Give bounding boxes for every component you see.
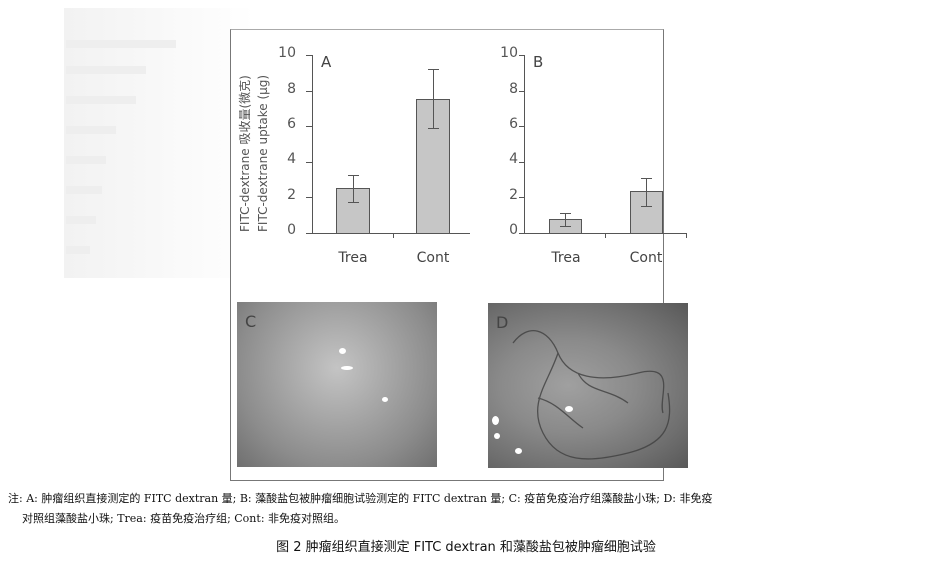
y-tick: 10 [278, 45, 296, 61]
y-tick: 6 [509, 116, 518, 132]
bleed-line [66, 186, 102, 194]
y-tick: 2 [287, 187, 296, 203]
y-tick: 10 [500, 45, 518, 61]
y-tick: 4 [287, 151, 296, 167]
y-tick-mark [519, 162, 524, 163]
error-cap [348, 175, 359, 176]
panel-label-b: B [533, 53, 544, 71]
y-tick: 8 [509, 81, 518, 97]
y-tick: 4 [509, 151, 518, 167]
alginate-bead [382, 397, 388, 402]
bleed-line [66, 40, 176, 48]
y-axis [312, 55, 313, 234]
error-cap [428, 128, 439, 129]
alginate-bead [492, 416, 499, 425]
alginate-bead [565, 406, 573, 412]
panel-label-a: A [321, 53, 332, 71]
bleed-line [66, 156, 106, 164]
x-category-trea: Trea [551, 250, 581, 266]
panel-label-d: D [496, 313, 509, 332]
y-axis-label-cn: FITC-dextrane 吸收量(微克) [238, 75, 252, 232]
error-bar [433, 69, 434, 129]
bleed-line [66, 66, 146, 74]
bar-cont [416, 99, 450, 234]
y-tick: 0 [509, 222, 518, 238]
error-cap [560, 213, 571, 214]
x-axis [519, 233, 686, 234]
x-category-cont: Cont [629, 250, 663, 266]
photo-panel-d: D [488, 303, 688, 468]
error-bar [646, 178, 647, 206]
y-tick-mark [306, 91, 312, 92]
panel-label-c: C [245, 312, 257, 331]
error-cap [641, 178, 652, 179]
alginate-bead [494, 433, 500, 439]
figure-title: 图 2 肿瘤组织直接测定 FITC dextran 和藻酸盐包被肿瘤细胞试验 [276, 540, 656, 555]
error-cap [348, 202, 359, 203]
y-tick: 8 [287, 81, 296, 97]
y-tick-mark [306, 162, 312, 163]
alginate-bead [341, 366, 353, 370]
x-category-trea: Trea [338, 250, 368, 266]
y-tick-mark [519, 126, 524, 127]
bleed-line [66, 246, 90, 254]
y-tick-mark [306, 55, 312, 56]
alginate-bead [339, 348, 346, 354]
y-tick-mark [306, 126, 312, 127]
y-tick: 2 [509, 187, 518, 203]
y-axis [524, 55, 525, 234]
error-bar [353, 175, 354, 203]
y-tick: 6 [287, 116, 296, 132]
y-tick-mark [519, 55, 524, 56]
error-cap [560, 226, 571, 227]
y-tick-mark [306, 197, 312, 198]
figure-note-line-2: 对照组藻酸盐小珠; Trea: 疫苗免疫治疗组; Cont: 非免疫对照组。 [22, 512, 346, 525]
y-axis-label-en: FITC-dextrane uptake (μg) [256, 74, 270, 232]
bleed-line [66, 216, 96, 224]
x-axis [306, 233, 470, 234]
error-cap [428, 69, 439, 70]
vessel-network [512, 330, 671, 460]
x-tick-mark [393, 233, 394, 238]
figure-note-line-1: 注: A: 肿瘤组织直接测定的 FITC dextran 量; B: 藻酸盐包被… [8, 492, 713, 505]
scan-background-bleed [64, 8, 254, 278]
x-tick-mark [686, 233, 687, 238]
bleed-line [66, 96, 136, 104]
error-cap [641, 206, 652, 207]
x-category-cont: Cont [416, 250, 450, 266]
alginate-bead [515, 448, 522, 454]
y-tick: 0 [287, 222, 296, 238]
x-tick-mark [605, 233, 606, 238]
error-bar [565, 213, 566, 226]
bleed-line [66, 126, 116, 134]
photo-panel-c: C [237, 302, 437, 467]
y-tick-mark [519, 197, 524, 198]
y-tick-mark [519, 91, 524, 92]
